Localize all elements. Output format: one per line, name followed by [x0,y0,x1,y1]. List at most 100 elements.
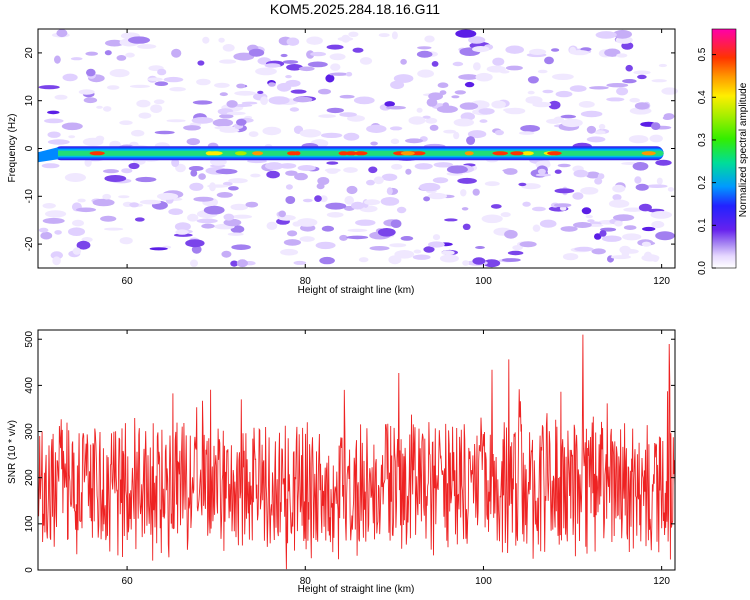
colorbar-tick-label: 0.5 [697,47,708,61]
spectrogram-speckle [92,198,115,207]
spectrogram-speckle [501,258,521,262]
snr-frame [37,329,676,571]
spectrogram-speckle [419,182,441,192]
spectrogram-speckle [150,104,163,113]
spectrogram-speckle [343,132,360,141]
spectrogram-speckle [503,108,516,112]
spectrogram-speckle [492,57,505,66]
spectrogram-speckle [325,74,335,83]
spectrogram-speckle [428,92,443,101]
spectrogram-speckle [118,195,130,199]
spectrogram-hotspot [492,151,509,156]
spectrogram-speckle [186,138,200,146]
spectrogram-speckle [593,130,606,135]
spectrogram-speckle [625,64,633,72]
spectrogram-speckle [129,202,139,208]
spectrogram-speckle [386,105,406,110]
spectrogram-speckle [572,192,584,200]
spectrogram-speckle [527,90,535,95]
spectrogram-speckle [138,112,152,119]
spectrogram-speckle [104,227,124,231]
spectrogram-speckle [606,97,625,102]
spectrogram-speckle [355,219,376,226]
spectrogram-speckle [154,81,169,86]
spectrogram-speckle [95,135,105,142]
spectrogram-speckle [580,110,603,118]
snr-x-tick-label: 120 [653,576,670,587]
spectrogram-speckle [594,177,603,185]
spectrogram-speckle [439,90,447,95]
snr-y-tick-label: 200 [24,469,35,486]
spectrogram-speckle [218,37,225,43]
spectrogram-speckle [222,181,233,186]
spectrogram-speckle [468,36,486,44]
spectrogram-speckle [103,169,119,174]
spectrogram-speckle [47,131,61,138]
spectrogram-speckle [373,176,384,185]
spectrogram-speckle [466,136,476,145]
spectrogram-speckle [616,87,629,96]
colorbar-tick-label: 0.0 [697,261,708,275]
spectrogram-speckle [70,57,83,61]
spectrogram-speckle [231,244,251,250]
spectrogram-speckle [266,170,280,179]
spectrogram-speckle [227,232,244,236]
spectrogram-speckle [641,241,652,247]
spectrogram-speckle [384,101,396,107]
snr-y-tick-label: 300 [24,423,35,440]
spectrogram-speckle [299,236,315,242]
spectrogram-speckle [196,78,211,86]
spectrogram-speckle [405,138,424,144]
spectrogram-speckle [505,45,524,54]
spectrogram-speckle [429,124,439,131]
spectrogram-speckle [432,177,449,184]
spectrogram-speckle [585,171,601,179]
spectrogram-speckle [512,245,523,251]
spectrogram-speckle [339,112,357,117]
spectrogram-speckle [192,100,213,105]
spectrogram-speckle [432,234,441,241]
colorbar-ticks: 0.0 0.1 0.2 0.3 0.4 0.5 [697,47,716,275]
spectrogram-speckle [649,134,663,143]
spectrogram-speckle [219,59,237,64]
spectrogram-speckle [221,250,232,258]
spectrogram-speckle [84,158,92,167]
spectrogram-speckle [651,122,661,130]
spectrogram-speckle [38,227,49,233]
spectrogram-speckle [169,87,186,92]
spectrogram-speckle [462,223,471,230]
spectrogram-speckle [425,117,438,124]
spectrogram-speckle [319,195,328,203]
spectrogram-speckle [555,90,573,98]
spectrogram-speckle [103,106,112,112]
spectrogram-speckle [606,83,629,88]
spectrogram-speckle [414,163,433,170]
spectrogram-speckle [193,196,214,202]
spectrogram-speckle [467,130,487,139]
spectrogram-speckle [472,46,490,53]
spectrogram-speckle [629,97,640,103]
spectrogram-speckle [587,219,595,223]
spectrogram-speckle [388,255,402,265]
spectrogram-speckle [280,53,288,58]
spectrogram-speckle [642,226,656,232]
spectrogram-speckle [50,251,63,260]
spectrogram-speckle [293,96,313,103]
spectrogram-speckle [136,99,151,108]
spectrogram-speckle [573,222,592,228]
spectrogram-speckle [154,130,175,135]
spectrogram-speckle [326,107,344,114]
spectrogram-speckle [163,76,184,83]
spectrogram-speckle [285,75,292,79]
spectrogram-speckle [520,125,540,132]
spectrogram-speckle [416,107,423,113]
spectrogram-speckle [408,116,426,125]
spectrogram-speckle [38,85,60,90]
spectrogram-speckle [562,253,579,261]
spectrogram-speckle [329,53,346,61]
spectrogram-speckle [608,199,630,208]
spectrogram-speckle [462,260,470,266]
spectrogram-speckle [191,117,214,124]
spectrogram-speckle [389,126,403,131]
spectrogram-speckle [646,184,668,188]
